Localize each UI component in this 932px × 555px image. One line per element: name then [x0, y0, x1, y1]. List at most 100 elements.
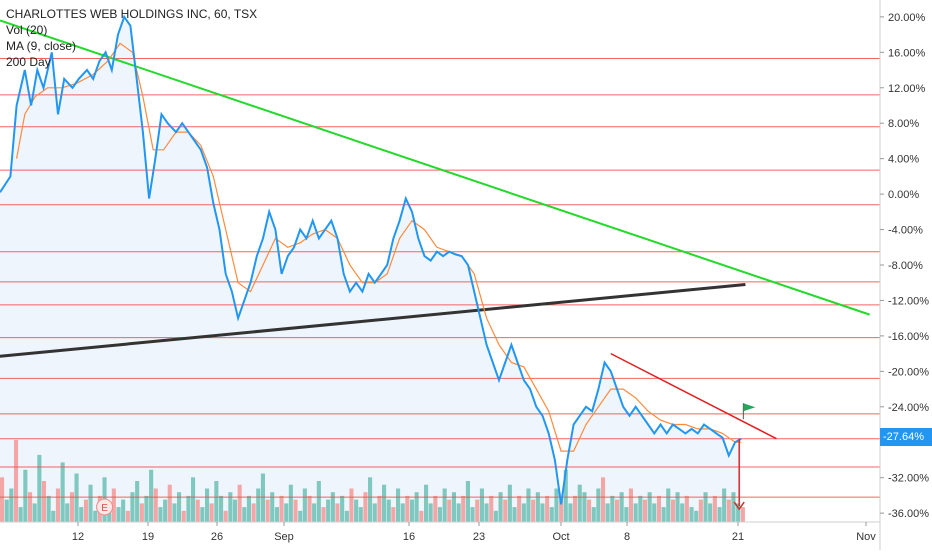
y-tick-label: 4.00%	[888, 154, 919, 166]
volume-bar	[288, 484, 293, 522]
y-tick-label: -8.00%	[888, 260, 923, 272]
volume-bar	[228, 492, 233, 522]
volume-bar	[456, 503, 461, 522]
volume-bar	[28, 492, 33, 522]
volume-bar	[340, 495, 345, 522]
volume-bar	[573, 495, 578, 522]
indicator-200-day[interactable]: 200 Day	[6, 55, 51, 69]
volume-bar	[642, 499, 647, 522]
volume-bar	[284, 503, 289, 522]
volume-bar	[111, 488, 116, 522]
volume-bar	[493, 510, 498, 522]
volume-bar	[689, 507, 694, 522]
volume-bar	[368, 477, 373, 522]
volume-bar	[167, 484, 172, 522]
volume-bar	[246, 495, 251, 522]
volume-bar	[316, 481, 321, 522]
volume-bar	[274, 507, 279, 522]
volume-bar	[205, 488, 210, 522]
volume-bar	[237, 484, 242, 522]
volume-bar	[549, 507, 554, 522]
volume-bar	[577, 484, 582, 522]
volume-bar	[60, 462, 65, 522]
volume-bar	[223, 510, 228, 522]
volume-bar	[181, 510, 186, 522]
volume-bar	[214, 481, 219, 522]
area-fill	[0, 16, 742, 523]
volume-bar	[79, 507, 84, 522]
volume-bar	[461, 495, 466, 522]
volume-bar	[256, 488, 261, 522]
indicator-ma[interactable]: MA (9, close)	[6, 39, 77, 53]
y-tick-label: -36.00%	[888, 508, 929, 520]
volume-bar	[424, 484, 429, 522]
series-lines	[0, 14, 742, 505]
x-tick-label: 21	[732, 531, 744, 543]
arrow-head-icon	[733, 501, 745, 511]
volume-bar	[396, 488, 401, 522]
volume-bar	[177, 492, 182, 522]
volume-bars	[0, 440, 745, 522]
indicator-volume[interactable]: Vol (20)	[6, 23, 48, 37]
volume-bar	[144, 495, 149, 522]
volume-bar	[32, 503, 37, 522]
volume-bar	[535, 492, 540, 522]
volume-bar	[479, 488, 484, 522]
y-tick-label: 12.00%	[888, 83, 926, 95]
volume-bar	[698, 499, 703, 522]
volume-bar	[200, 507, 205, 522]
volume-bar	[526, 488, 531, 522]
volume-bar	[23, 469, 28, 522]
symbol-title[interactable]: CHARLOTTES WEB HOLDINGS INC, 60, TSX	[6, 7, 258, 21]
volume-bar	[88, 484, 93, 522]
volume-bar	[437, 507, 442, 522]
volume-bar	[656, 495, 661, 522]
volume-bar	[610, 495, 615, 522]
volume-bar	[717, 507, 722, 522]
volume-bar	[605, 503, 610, 522]
volume-bar	[219, 495, 224, 522]
volume-bar	[232, 499, 237, 522]
volume-bar	[307, 495, 312, 522]
volume-bar	[293, 499, 298, 522]
volume-bar	[652, 503, 657, 522]
volume-bar	[447, 499, 452, 522]
volume-bar	[153, 488, 158, 522]
volume-bar	[298, 510, 303, 522]
volume-bar	[451, 492, 456, 522]
volume-bar	[559, 499, 564, 522]
volume-bar	[83, 499, 88, 522]
volume-bar	[512, 507, 517, 522]
flag-icon	[743, 403, 756, 412]
y-tick-label: 16.00%	[888, 47, 926, 59]
volume-bar	[93, 510, 98, 522]
volume-bar	[251, 503, 256, 522]
volume-bar	[670, 499, 675, 522]
volume-bar	[158, 507, 163, 522]
earnings-badge-label: E	[101, 503, 108, 514]
volume-bar	[475, 499, 480, 522]
volume-bar	[149, 469, 154, 522]
ma200-line	[0, 283, 746, 358]
volume-bar	[731, 492, 736, 522]
volume-bar	[135, 481, 140, 522]
volume-bar	[391, 507, 396, 522]
volume-bar	[433, 495, 438, 522]
volume-bar	[489, 495, 494, 522]
volume-bar	[9, 488, 14, 522]
volume-bar	[638, 495, 643, 522]
volume-bar	[694, 510, 699, 522]
volume-bar	[465, 481, 470, 522]
volume-bar	[41, 481, 46, 522]
volume-bar	[740, 507, 745, 522]
volume-bar	[498, 492, 503, 522]
volume-bar	[270, 492, 275, 522]
volume-bar	[186, 495, 191, 522]
y-tick-label: 20.00%	[888, 12, 926, 24]
volume-bar	[442, 488, 447, 522]
y-tick-label: -4.00%	[888, 225, 923, 237]
volume-bar	[470, 507, 475, 522]
